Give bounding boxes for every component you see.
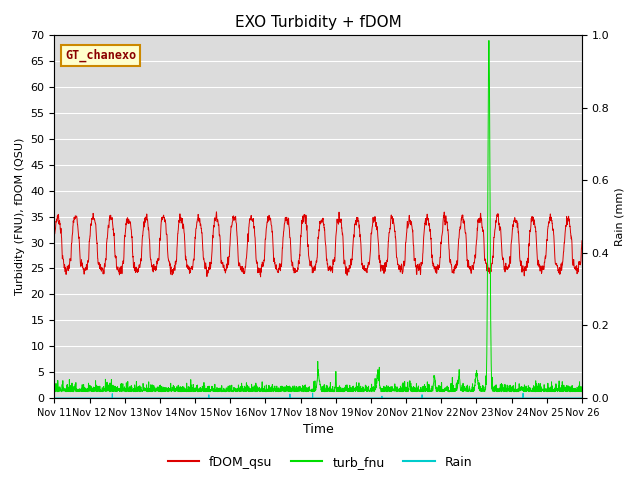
- Y-axis label: Turbidity (FNU), fDOM (QSU): Turbidity (FNU), fDOM (QSU): [15, 138, 25, 295]
- X-axis label: Time: Time: [303, 423, 333, 436]
- Title: EXO Turbidity + fDOM: EXO Turbidity + fDOM: [235, 15, 401, 30]
- Legend: fDOM_qsu, turb_fnu, Rain: fDOM_qsu, turb_fnu, Rain: [163, 451, 477, 474]
- Y-axis label: Rain (mm): Rain (mm): [615, 187, 625, 246]
- Text: GT_chanexo: GT_chanexo: [65, 49, 136, 62]
